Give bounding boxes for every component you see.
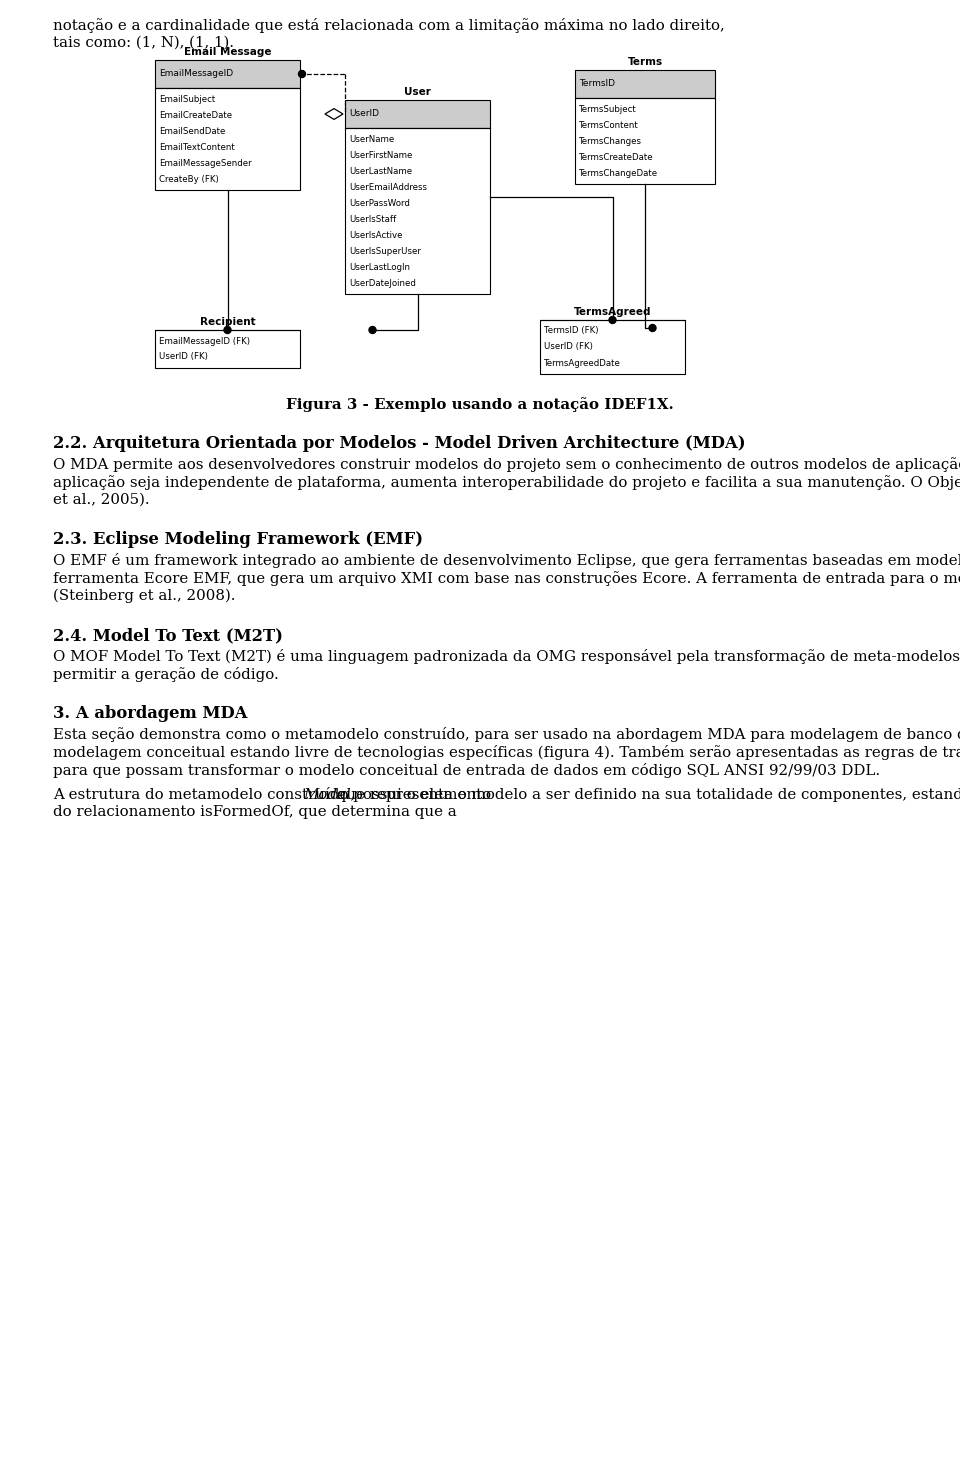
Bar (155, 331, 300, 368)
Text: (Steinberg et al., 2008).: (Steinberg et al., 2008). (53, 589, 235, 604)
Text: EmailMessageSender: EmailMessageSender (159, 159, 252, 168)
Bar (155, 59, 300, 87)
Text: TermsChanges: TermsChanges (579, 136, 642, 145)
Text: CreateBy (FK): CreateBy (FK) (159, 175, 219, 184)
Bar (575, 98, 715, 184)
Text: UserLastLogIn: UserLastLogIn (349, 262, 410, 271)
Text: Terms: Terms (628, 56, 662, 67)
Text: TermsAgreed: TermsAgreed (574, 307, 651, 317)
Text: 2.2. Arquitetura Orientada por Modelos - Model Driven Architecture (MDA): 2.2. Arquitetura Orientada por Modelos -… (53, 435, 746, 452)
Text: permitir a geração de código.: permitir a geração de código. (53, 667, 278, 682)
Text: para que possam transformar o modelo conceitual de entrada de dados em código SQ: para que possam transformar o modelo con… (53, 762, 880, 779)
Bar (575, 70, 715, 98)
Circle shape (649, 325, 656, 332)
Text: TermsCreateDate: TermsCreateDate (579, 153, 654, 162)
Text: notação e a cardinalidade que está relacionada com a limitação máxima no lado di: notação e a cardinalidade que está relac… (53, 18, 725, 33)
Text: EmailMessageID: EmailMessageID (159, 70, 233, 79)
Bar (540, 320, 685, 374)
Text: EmailCreateDate: EmailCreateDate (159, 111, 232, 120)
Text: O MDA permite aos desenvolvedores construir modelos do projeto sem o conheciment: O MDA permite aos desenvolvedores constr… (53, 457, 960, 472)
Text: tais como: (1, N), (1, 1).: tais como: (1, N), (1, 1). (53, 36, 234, 50)
Text: UserIsStaff: UserIsStaff (349, 215, 396, 224)
Text: EmailTextContent: EmailTextContent (159, 142, 235, 151)
Text: TermsID: TermsID (579, 80, 615, 89)
Circle shape (369, 326, 376, 334)
Text: UserDateJoined: UserDateJoined (349, 279, 416, 288)
Text: UserEmailAddress: UserEmailAddress (349, 182, 427, 191)
Text: UserIsSuperUser: UserIsSuperUser (349, 246, 420, 255)
Text: TermsChangeDate: TermsChangeDate (579, 169, 659, 178)
Text: Figura 3 - Exemplo usando a notação IDEF1X.: Figura 3 - Exemplo usando a notação IDEF… (286, 397, 674, 412)
Text: aplicação seja independente de plataforma, aumenta interoperabilidade do projeto: aplicação seja independente de plataform… (53, 475, 960, 489)
Text: Recipient: Recipient (200, 317, 255, 326)
Text: Email Message: Email Message (183, 47, 272, 56)
Text: Model,: Model, (303, 787, 356, 801)
Circle shape (224, 326, 231, 334)
Text: UserName: UserName (349, 135, 395, 144)
Text: UserID (FK): UserID (FK) (544, 343, 593, 351)
Bar (345, 99, 490, 128)
Text: TermsSubject: TermsSubject (579, 104, 636, 114)
Circle shape (609, 316, 616, 323)
Text: O MOF Model To Text (M2T) é uma linguagem padronizada da OMG responsável pela tr: O MOF Model To Text (M2T) é uma linguage… (53, 650, 960, 664)
Text: UserID: UserID (349, 110, 379, 119)
Text: A estrutura do metamodelo construído possui o elemento: A estrutura do metamodelo construído pos… (53, 787, 496, 802)
Text: Esta seção demonstra como o metamodelo construído, para ser usado na abordagem M: Esta seção demonstra como o metamodelo c… (53, 727, 960, 742)
Circle shape (299, 71, 305, 77)
Text: EmailMessageID (FK): EmailMessageID (FK) (159, 337, 250, 346)
Bar (345, 128, 490, 294)
Text: TermsID (FK): TermsID (FK) (544, 326, 598, 335)
Text: 3. A abordagem MDA: 3. A abordagem MDA (53, 704, 248, 722)
Text: 2.3. Eclipse Modeling Framework (EMF): 2.3. Eclipse Modeling Framework (EMF) (53, 531, 423, 549)
Text: O EMF é um framework integrado ao ambiente de desenvolvimento Eclipse, que gera : O EMF é um framework integrado ao ambien… (53, 553, 960, 568)
Text: TermsContent: TermsContent (579, 120, 638, 129)
Text: UserIsActive: UserIsActive (349, 230, 402, 239)
Text: ferramenta Ecore EMF, que gera um arquivo XMI com base nas construções Ecore. A : ferramenta Ecore EMF, que gera um arquiv… (53, 571, 960, 586)
Text: UserPassWord: UserPassWord (349, 199, 410, 208)
Text: EmailSubject: EmailSubject (159, 95, 215, 104)
Text: TermsAgreedDate: TermsAgreedDate (544, 359, 621, 368)
Text: modelagem conceitual estando livre de tecnologias específicas (figura 4). Também: modelagem conceitual estando livre de te… (53, 744, 960, 759)
Text: EmailSendDate: EmailSendDate (159, 126, 226, 135)
Text: UserFirstName: UserFirstName (349, 150, 413, 160)
Text: User: User (404, 87, 431, 96)
Text: que representa o modelo a ser definido na sua totalidade de componentes, estando: que representa o modelo a ser definido n… (332, 787, 960, 802)
Text: do relacionamento isFormedOf, que determina que a: do relacionamento isFormedOf, que determ… (53, 805, 457, 819)
Text: UserID (FK): UserID (FK) (159, 353, 208, 362)
Text: et al., 2005).: et al., 2005). (53, 492, 150, 507)
Text: 2.4. Model To Text (M2T): 2.4. Model To Text (M2T) (53, 627, 283, 644)
Bar (155, 87, 300, 190)
Text: UserLastName: UserLastName (349, 166, 412, 175)
